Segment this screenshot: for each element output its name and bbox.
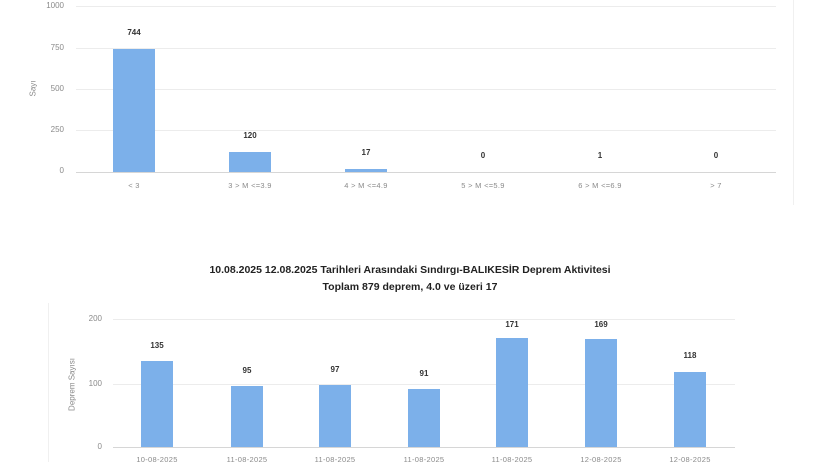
x-tick: 12-08-2025 xyxy=(669,455,711,464)
data-label: 0 xyxy=(480,151,486,160)
gridline xyxy=(113,384,735,385)
gridline xyxy=(76,89,776,90)
bar-lt3 xyxy=(113,49,155,172)
chart-title: 10.08.2025 12.08.2025 Tarihleri Arasında… xyxy=(209,264,611,276)
bar-day-4 xyxy=(408,389,440,447)
data-label: 91 xyxy=(419,369,429,378)
x-tick: > 7 xyxy=(710,181,722,190)
chart-frame-border xyxy=(793,0,794,205)
data-label: 169 xyxy=(594,320,608,329)
y-tick: 0 xyxy=(59,166,64,175)
gridline xyxy=(113,319,735,320)
bar-3-3.9 xyxy=(229,152,271,172)
x-tick: 4 > M <=4.9 xyxy=(344,181,388,190)
data-label: 118 xyxy=(683,351,697,360)
x-tick: 6 > M <=6.9 xyxy=(578,181,622,190)
x-axis-line xyxy=(76,172,776,173)
x-axis-line xyxy=(113,447,735,448)
bar-day-2 xyxy=(231,386,263,447)
bar-day-3 xyxy=(319,385,351,447)
data-label: 744 xyxy=(127,28,141,37)
y-tick: 1000 xyxy=(46,1,64,10)
data-label: 17 xyxy=(361,148,371,157)
data-label: 97 xyxy=(330,365,340,374)
x-tick: 12-08-2025 xyxy=(580,455,622,464)
data-label: 135 xyxy=(150,341,164,350)
x-tick: 11-08-2025 xyxy=(403,455,445,464)
data-label: 95 xyxy=(242,366,252,375)
bar-day-7 xyxy=(674,372,706,447)
bar-4-4.9 xyxy=(345,169,387,172)
y-tick: 100 xyxy=(88,379,102,388)
y-tick: 500 xyxy=(50,84,64,93)
y-tick: 750 xyxy=(50,43,64,52)
data-label: 120 xyxy=(243,131,257,140)
x-tick: 3 > M <=3.9 xyxy=(228,181,272,190)
chart-frame-border xyxy=(48,303,49,462)
gridline xyxy=(76,130,776,131)
x-tick: 10-08-2025 xyxy=(136,455,178,464)
x-tick: < 3 xyxy=(128,181,140,190)
y-tick: 0 xyxy=(97,442,102,451)
y-tick: 250 xyxy=(50,125,64,134)
x-tick: 11-08-2025 xyxy=(314,455,356,464)
bar-day-6 xyxy=(585,339,617,447)
data-label: 171 xyxy=(505,320,519,329)
data-label: 1 xyxy=(597,151,603,160)
data-label: 0 xyxy=(713,151,719,160)
chart-subtitle: Toplam 879 deprem, 4.0 ve üzeri 17 xyxy=(322,281,498,293)
x-tick: 11-08-2025 xyxy=(491,455,533,464)
x-tick: 11-08-2025 xyxy=(226,455,268,464)
bar-day-5 xyxy=(496,338,528,447)
x-tick: 5 > M <=5.9 xyxy=(461,181,505,190)
gridline xyxy=(76,48,776,49)
gridline xyxy=(76,6,776,7)
y-tick: 200 xyxy=(88,314,102,323)
bar-day-1 xyxy=(141,361,173,447)
